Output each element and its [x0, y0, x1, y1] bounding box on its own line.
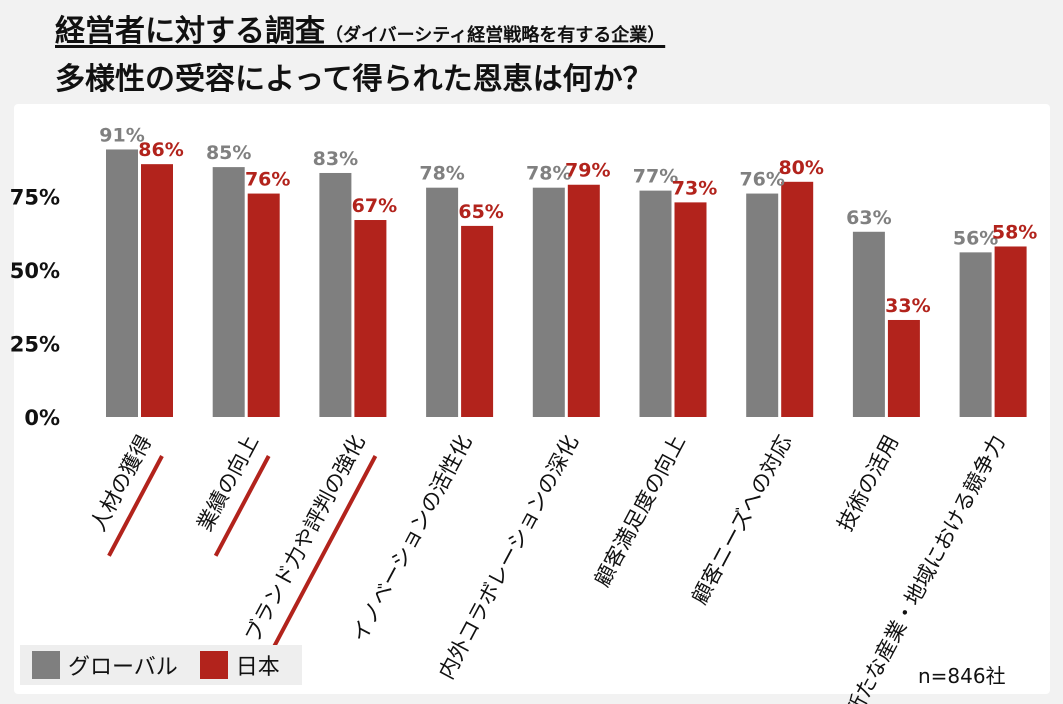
- bar-japan: [354, 220, 387, 417]
- bar-global: [639, 190, 672, 417]
- category-underline: [213, 455, 271, 557]
- title-main: 経営者に対する調査: [55, 14, 325, 49]
- bar-global: [852, 231, 885, 417]
- data-label-global: 63%: [846, 207, 891, 229]
- y-tick-label: 75%: [10, 186, 60, 210]
- data-label-global: 76%: [739, 169, 784, 191]
- bar-global: [106, 149, 138, 417]
- data-label-japan: 67%: [352, 195, 397, 217]
- legend-label-global: グローバル: [68, 655, 178, 680]
- data-label-global: 77%: [633, 166, 678, 188]
- y-tick-label: 25%: [10, 333, 60, 357]
- data-label-global: 78%: [526, 163, 571, 185]
- bar-japan: [461, 225, 494, 417]
- title-sub: （ダイバーシティ経営戦略を有する企業）: [325, 25, 666, 46]
- data-label-japan: 76%: [245, 169, 290, 191]
- legend: グローバル 日本: [20, 645, 302, 685]
- data-label-japan: 86%: [138, 139, 183, 161]
- data-label-global: 78%: [419, 163, 464, 185]
- bar-japan: [674, 202, 707, 417]
- bar-global: [746, 193, 779, 417]
- sample-size-note: n=846社: [918, 664, 1006, 688]
- y-tick-label: 50%: [10, 259, 60, 283]
- legend-item-japan: 日本: [199, 649, 280, 681]
- legend-label-japan: 日本: [235, 655, 280, 680]
- category-label: イノベーションの活性化: [347, 431, 476, 646]
- category-label: 技術の活用: [833, 431, 903, 535]
- bar-japan: [567, 184, 600, 417]
- bar-global: [426, 187, 459, 417]
- data-label-japan: 79%: [565, 160, 610, 182]
- data-label-japan: 80%: [778, 157, 823, 179]
- data-label-global: 91%: [99, 124, 144, 146]
- bar-japan: [141, 164, 173, 417]
- bar-global: [959, 252, 992, 417]
- category-label: ブランド力や評判の強化: [240, 431, 370, 646]
- bar-japan: [994, 246, 1027, 417]
- category-label: 顧客満足度の向上: [590, 431, 690, 591]
- data-label-japan: 65%: [458, 201, 503, 223]
- bar-japan: [887, 319, 920, 417]
- header: 経営者に対する調査（ダイバーシティ経営戦略を有する企業） 多様性の受容によって得…: [0, 0, 1063, 100]
- legend-item-global: グローバル: [32, 649, 178, 681]
- legend-swatch-japan: [199, 651, 228, 679]
- bar-global: [319, 172, 352, 417]
- data-label-japan: 73%: [672, 177, 717, 199]
- bar-japan: [781, 181, 814, 417]
- data-label-japan: 33%: [885, 295, 930, 317]
- data-label-global: 85%: [206, 142, 251, 164]
- category-label: 顧客ニーズへの対応: [687, 431, 796, 608]
- legend-swatch-global: [32, 651, 60, 679]
- title-line-2: 多様性の受容によって得られた恩恵は何か？: [55, 62, 653, 97]
- category-underline: [261, 455, 378, 668]
- bar-japan: [247, 193, 280, 417]
- title-line-1: 経営者に対する調査（ダイバーシティ経営戦略を有する企業）: [55, 6, 665, 50]
- data-label-japan: 58%: [992, 221, 1037, 243]
- data-label-global: 83%: [313, 148, 358, 170]
- data-label-global: 56%: [953, 227, 998, 249]
- bar-global: [532, 187, 565, 417]
- category-underline: [107, 455, 164, 557]
- y-tick-label: 0%: [24, 406, 60, 430]
- bar-global: [212, 167, 245, 417]
